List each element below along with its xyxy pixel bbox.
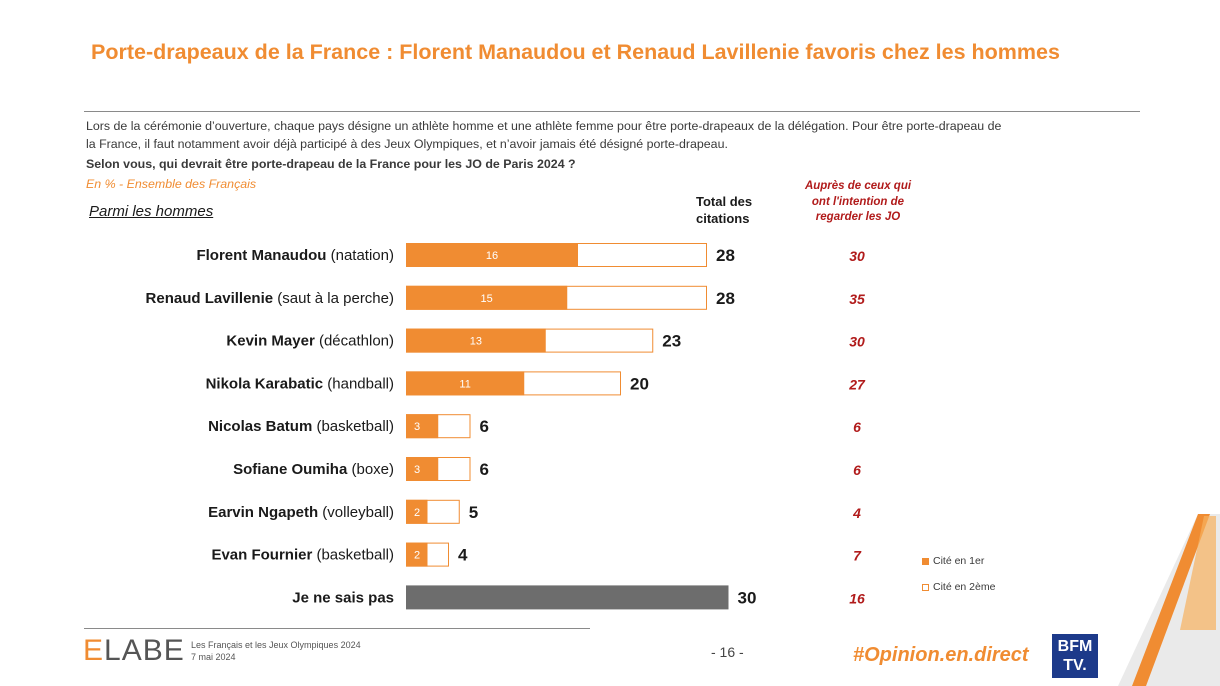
bar-total-label: 28 <box>716 289 735 308</box>
bar-first-label: 3 <box>414 421 420 433</box>
legend-second: Cité en 2ème <box>922 581 995 593</box>
bar-total-label: 23 <box>662 332 681 351</box>
row-label: Nikola Karabatic (handball) <box>206 375 394 392</box>
row-label: Earvin Ngapeth (volleyball) <box>208 504 394 521</box>
bar-first-label: 2 <box>414 550 420 562</box>
jo-value: 6 <box>853 462 861 478</box>
jo-header-line-2: ont l'intention de <box>811 195 905 208</box>
jo-value: 7 <box>853 548 862 564</box>
row-label: Evan Fournier (basketball) <box>211 547 394 564</box>
row-label: Kevin Mayer (décathlon) <box>226 333 394 350</box>
title-divider <box>84 111 1140 112</box>
legend-first-swatch <box>922 557 929 565</box>
row-label: Florent Manaudou (natation) <box>196 247 394 264</box>
jo-value: 27 <box>848 376 866 392</box>
legend-first: Cité en 1er <box>922 555 984 567</box>
bar-first-label: 13 <box>470 336 482 348</box>
page-title: Porte-drapeaux de la France : Florent Ma… <box>91 40 1060 64</box>
bar-first-label: 3 <box>414 464 420 476</box>
bar-total-label: 20 <box>630 374 649 393</box>
bar-first-label: 15 <box>481 293 493 305</box>
jo-value: 6 <box>853 419 861 435</box>
intro-line-2: la France, il faut notamment avoir déjà … <box>86 137 728 151</box>
bar-total-label: 5 <box>469 503 478 522</box>
bar-first <box>406 457 439 481</box>
bar-first <box>406 285 568 310</box>
jo-value: 35 <box>849 291 865 307</box>
bar-first <box>406 414 439 439</box>
survey-question: Selon vous, qui devrait être porte-drape… <box>86 157 576 171</box>
intro-line-1: Lors de la cérémonie d’ouverture, chaque… <box>86 119 1002 133</box>
bar-first-label: 16 <box>486 250 498 262</box>
bar-first <box>406 328 546 353</box>
jo-value: 30 <box>849 248 865 264</box>
elabe-logo: ELABE <box>83 634 185 668</box>
row-label: Nicolas Batum (basketball) <box>208 418 394 435</box>
elabe-logo-rest: LABE <box>104 634 185 667</box>
bar-first <box>406 542 428 567</box>
total-column-header: Total des citations <box>696 193 768 227</box>
hashtag: #Opinion.en.direct <box>853 644 1029 666</box>
legend-second-swatch <box>922 583 929 591</box>
bar-unknown <box>406 585 729 610</box>
bar-first <box>406 499 428 524</box>
elabe-logo-e: E <box>83 634 105 667</box>
row-label: Sofiane Oumiha (boxe) <box>233 461 394 478</box>
survey-base: En % - Ensemble des Français <box>86 177 257 191</box>
total-header-line-2: citations <box>696 211 750 226</box>
footer-study-date: 7 mai 2024 <box>191 651 236 662</box>
total-header-line-1: Total des <box>696 194 753 209</box>
jo-value: 16 <box>849 590 865 606</box>
row-label: Renaud Lavillenie (saut à la perche) <box>146 290 394 307</box>
legend-first-label: Cité en 1er <box>933 555 985 567</box>
page-number: - 16 - <box>711 644 744 660</box>
bar-total-label: 6 <box>480 460 489 479</box>
decorative-triangle <box>1118 514 1220 686</box>
bar-first-label: 2 <box>414 507 420 519</box>
jo-column-header: Auprès de ceux qui ont l'intention de re… <box>796 179 920 226</box>
footer-study-title: Les Français et les Jeux Olympiques 2024 <box>191 640 361 650</box>
footer-divider <box>84 628 590 629</box>
bar-first <box>406 243 578 267</box>
bfm-tv-logo: BFM TV. <box>1052 634 1098 678</box>
jo-value: 30 <box>849 334 865 350</box>
footer-study: Les Français et les Jeux Olympiques 2024… <box>191 640 361 663</box>
row-label: Je ne sais pas <box>292 589 394 606</box>
bfm-tv-logo-line-1: BFM <box>1057 638 1093 655</box>
bar-total-label: 6 <box>480 417 489 436</box>
bar-first <box>406 371 525 396</box>
bar-first-label: 11 <box>459 378 470 390</box>
group-label: Parmi les hommes <box>89 203 214 220</box>
bar-total-label: 30 <box>738 588 757 607</box>
jo-header-line-1: Auprès de ceux qui <box>804 180 912 192</box>
legend-second-label: Cité en 2ème <box>933 581 996 593</box>
bfm-tv-logo-line-2: TV. <box>1063 657 1087 674</box>
jo-value: 4 <box>852 505 861 521</box>
jo-header-line-3: regarder les JO <box>815 211 901 223</box>
bar-total-label: 4 <box>458 546 468 565</box>
bar-total-label: 28 <box>716 246 735 265</box>
intro-text: Lors de la cérémonie d’ouverture, chaque… <box>86 117 1146 153</box>
